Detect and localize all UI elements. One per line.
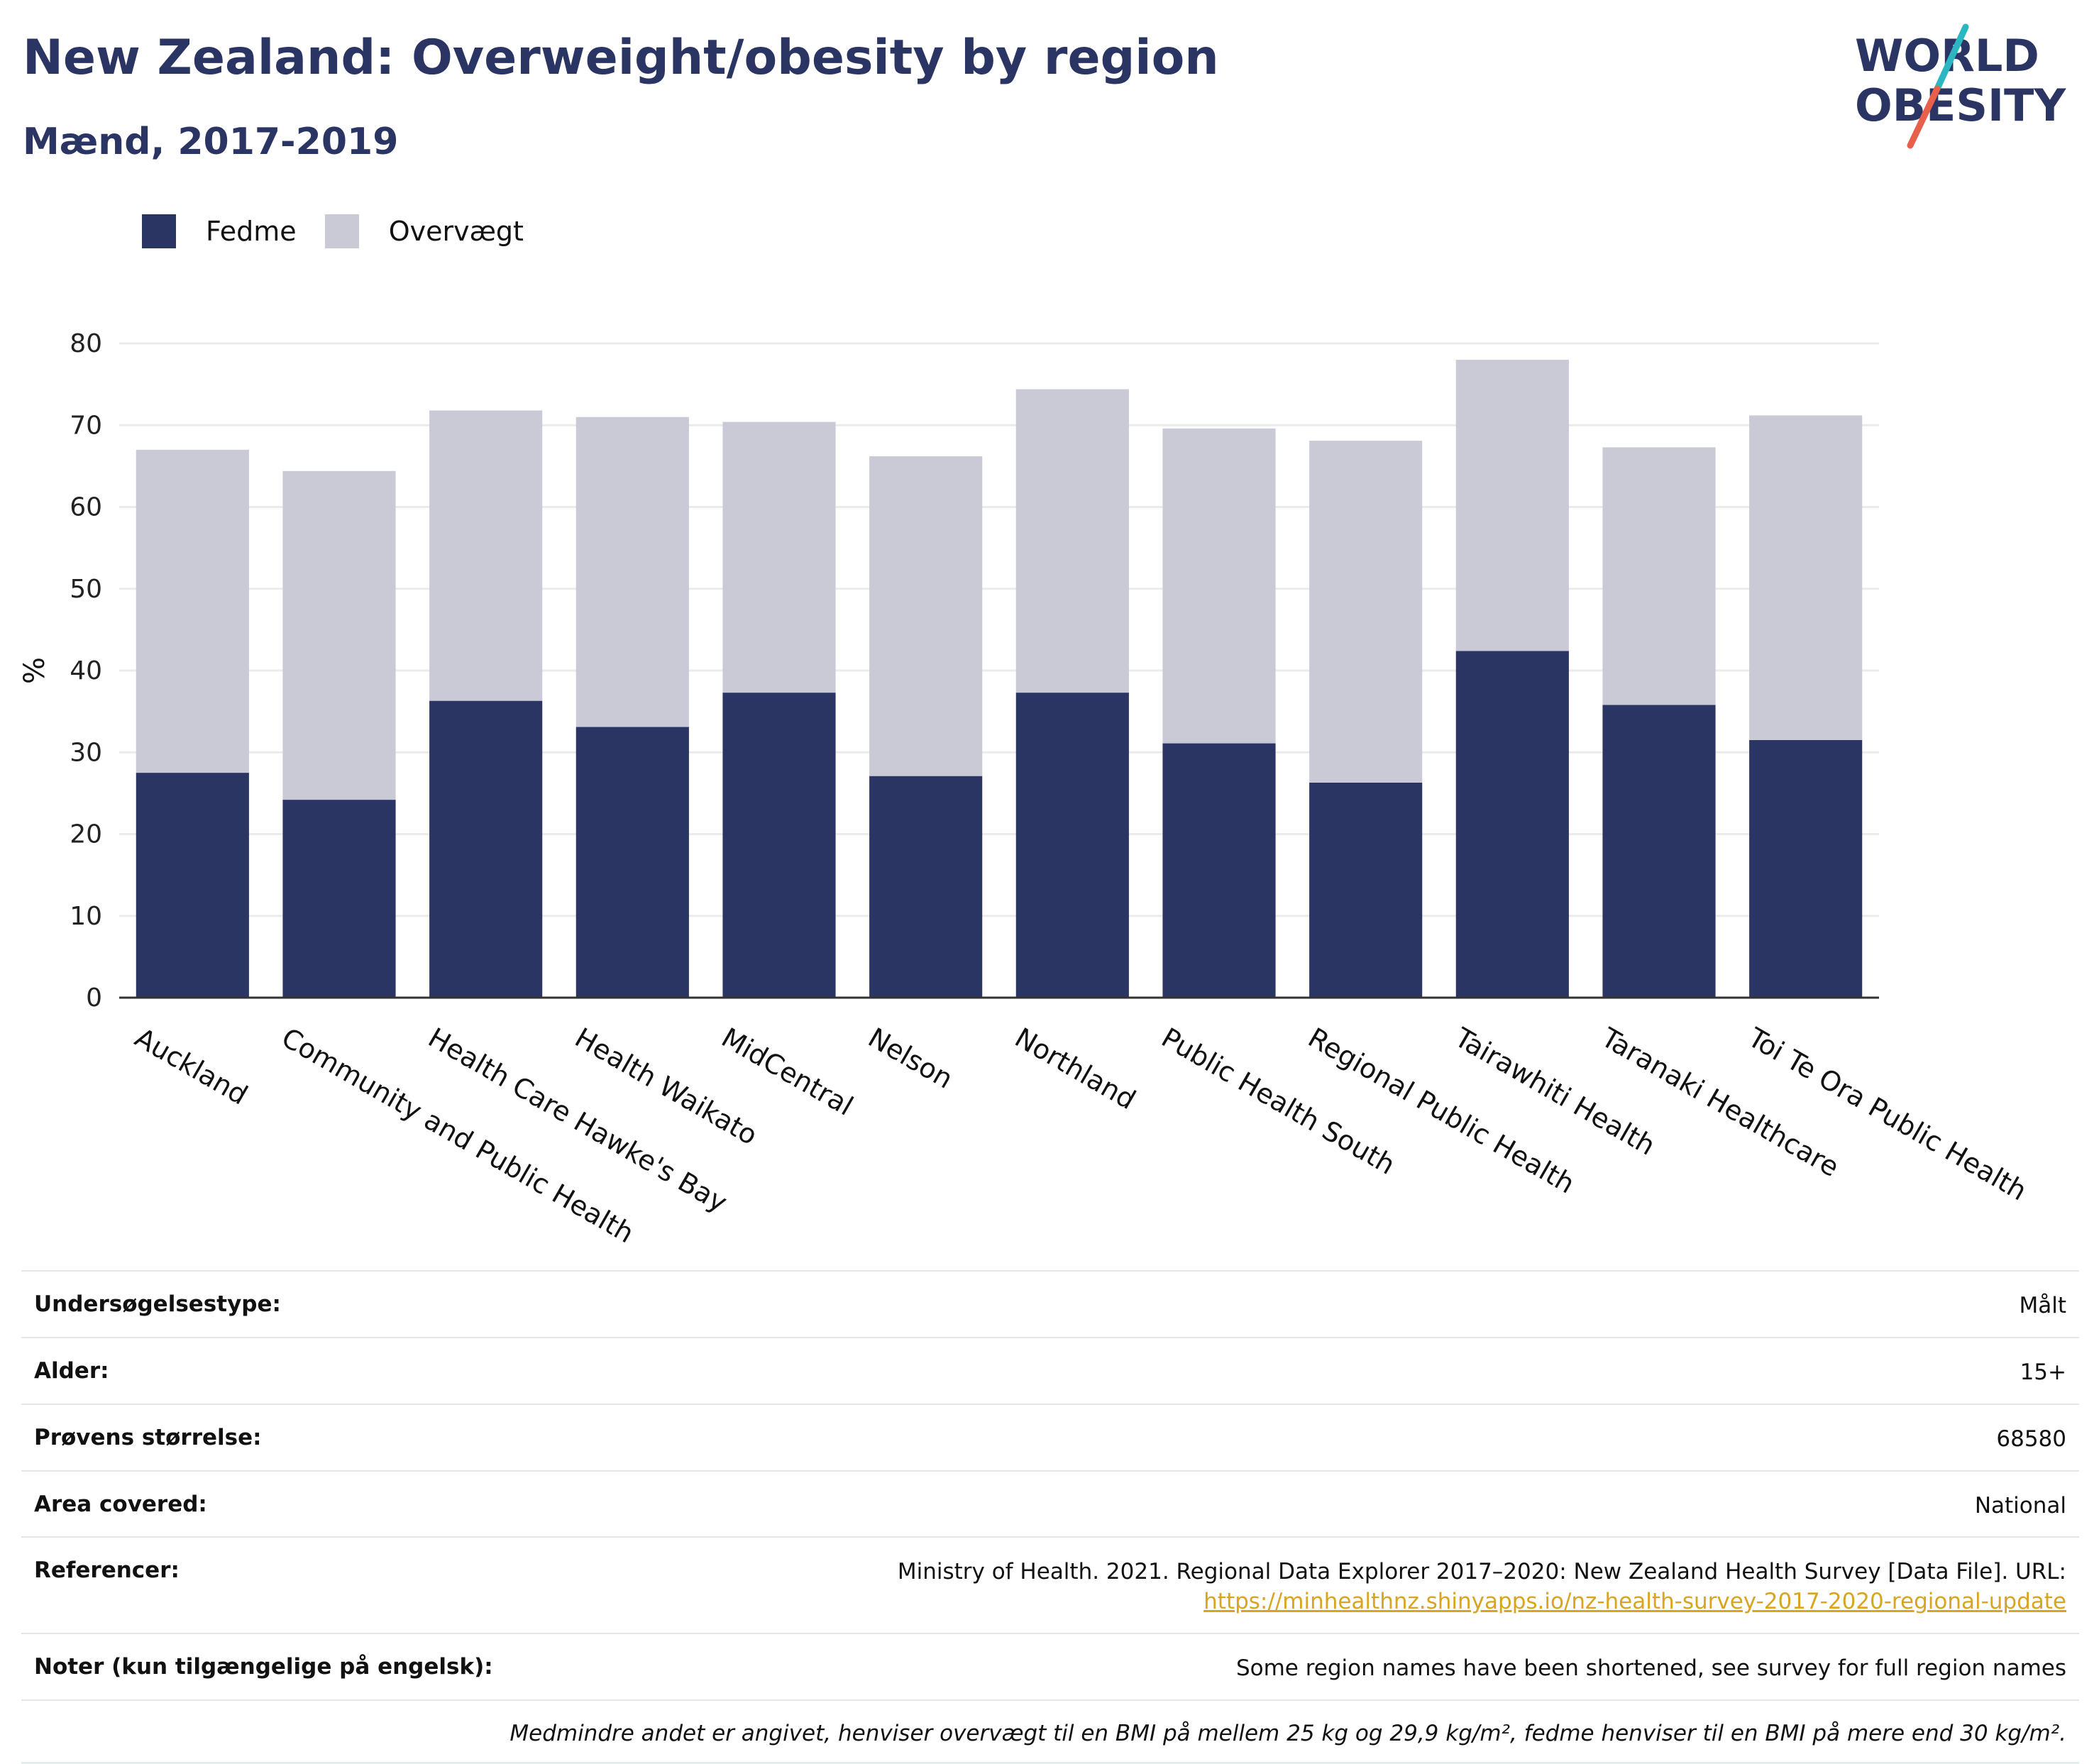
- reference-link[interactable]: https://minhealthnz.shinyapps.io/nz-heal…: [1203, 1589, 2066, 1615]
- info-value: 68580: [1996, 1426, 2066, 1452]
- info-row-survey-type: Undersøgelsestype: Målt: [21, 1270, 2079, 1337]
- info-label: Area covered:: [34, 1491, 207, 1517]
- bar-chart: 0 10 20 30 40 50 60 70 80 Auckland Community and …: [18, 329, 2032, 1249]
- x-tick-label: Northland: [1010, 1022, 1141, 1115]
- x-tick-label: Taranaki Healthcare: [1596, 1021, 1844, 1183]
- x-axis-labels: Auckland Community and Public HealthHealt…: [130, 1021, 2032, 1249]
- x-tick-label: MidCentral: [717, 1022, 859, 1122]
- bar-overvaegt[interactable]: [1162, 428, 1276, 744]
- legend-swatch-overvaegt: [324, 214, 359, 248]
- info-value: 15+: [2020, 1359, 2066, 1385]
- info-row-notes: Noter (kun tilgængelige på engelsk): Som…: [21, 1633, 2079, 1699]
- bar-overvaegt[interactable]: [1455, 360, 1569, 651]
- y-tick-label: 50: [70, 575, 102, 604]
- legend: Fedme Overvægt: [142, 210, 552, 253]
- info-label: Prøvens størrelse:: [34, 1424, 262, 1450]
- info-label: Undersøgelsestype:: [34, 1291, 281, 1317]
- info-value: Some region names have been shortened, s…: [1235, 1655, 2066, 1682]
- x-tick-label: Public Health South: [1157, 1022, 1401, 1181]
- info-label: Alder:: [34, 1357, 109, 1384]
- footnote: Medmindre andet er angivet, henviser ove…: [21, 1699, 2079, 1764]
- x-tick-label: Regional Public Health: [1303, 1022, 1580, 1200]
- x-tick-label: Auckland: [130, 1022, 253, 1111]
- bar-fedme[interactable]: [429, 700, 543, 998]
- info-label: Noter (kun tilgængelige på engelsk):: [34, 1654, 493, 1680]
- info-row-area: Area covered: National: [21, 1470, 2079, 1537]
- bar-overvaegt[interactable]: [869, 456, 983, 776]
- bar-fedme[interactable]: [1602, 705, 1716, 998]
- info-value-references: Ministry of Health. 2021. Regional Data …: [898, 1558, 2066, 1617]
- bar-fedme[interactable]: [1749, 739, 1863, 998]
- y-tick-label: 0: [86, 983, 102, 1013]
- bar-fedme[interactable]: [282, 800, 396, 998]
- y-tick-label: 20: [70, 820, 102, 849]
- legend-item-overvaegt[interactable]: Overvægt: [324, 214, 524, 248]
- bar-overvaegt[interactable]: [1309, 441, 1423, 783]
- bar-fedme[interactable]: [1455, 651, 1569, 998]
- y-axis-title: %: [18, 657, 51, 684]
- bar-fedme[interactable]: [722, 693, 836, 998]
- bar-overvaegt[interactable]: [136, 449, 249, 773]
- bars: [136, 360, 1863, 998]
- reference-text: Ministry of Health. 2021. Regional Data …: [897, 1559, 2066, 1585]
- bar-overvaegt[interactable]: [429, 410, 543, 701]
- chart-subtitle: Mænd, 2017-2019: [23, 121, 399, 163]
- gridlines: [119, 342, 1879, 917]
- logo-line2: OBESITY: [1855, 79, 2066, 131]
- bar-overvaegt[interactable]: [1749, 415, 1863, 740]
- x-tick-label: Toi Te Ora Public Health: [1742, 1021, 2032, 1206]
- y-tick-label: 60: [70, 493, 102, 522]
- bar-fedme[interactable]: [1309, 782, 1423, 998]
- legend-swatch-fedme: [142, 214, 176, 248]
- y-tick-label: 40: [70, 656, 102, 685]
- info-row-references: Referencer: Ministry of Health. 2021. Re…: [21, 1536, 2079, 1633]
- logo-slash-red: [1907, 85, 1941, 149]
- legend-label-fedme: Fedme: [206, 216, 297, 247]
- info-row-sample-size: Prøvens størrelse: 68580: [21, 1403, 2079, 1470]
- info-value: Målt: [2019, 1293, 2066, 1318]
- info-table: Undersøgelsestype: Målt Alder: 15+ Prøve…: [21, 1270, 2079, 1764]
- world-obesity-logo: WORLD OBESITY: [1855, 23, 2066, 149]
- info-label: Referencer:: [34, 1558, 180, 1584]
- x-tick-label: Nelson: [863, 1022, 958, 1095]
- legend-item-fedme[interactable]: Fedme: [142, 214, 297, 248]
- bar-overvaegt[interactable]: [1602, 447, 1716, 705]
- bar-fedme[interactable]: [136, 773, 249, 998]
- bar-overvaegt[interactable]: [722, 421, 836, 693]
- bar-fedme[interactable]: [1162, 743, 1276, 998]
- bar-fedme[interactable]: [575, 727, 689, 998]
- info-row-age: Alder: 15+: [21, 1336, 2079, 1404]
- bar-overvaegt[interactable]: [282, 470, 396, 800]
- y-tick-label: 10: [70, 902, 102, 931]
- bar-fedme[interactable]: [869, 776, 983, 998]
- logo-slash-teal: [1934, 23, 1969, 92]
- y-tick-label: 80: [70, 329, 102, 358]
- y-tick-label: 70: [70, 411, 102, 440]
- info-value: National: [1974, 1492, 2066, 1518]
- chart-title: New Zealand: Overweight/obesity by regio…: [23, 30, 1219, 86]
- bar-overvaegt[interactable]: [1015, 389, 1129, 693]
- legend-label-overvaegt: Overvægt: [388, 216, 524, 247]
- y-axis-ticks: 0 10 20 30 40 50 60 70 80: [70, 329, 102, 1013]
- y-tick-label: 30: [70, 738, 102, 767]
- bar-fedme[interactable]: [1015, 693, 1129, 998]
- bar-overvaegt[interactable]: [575, 417, 689, 727]
